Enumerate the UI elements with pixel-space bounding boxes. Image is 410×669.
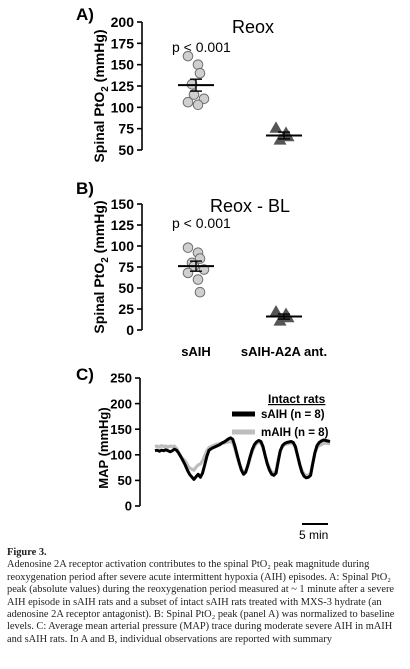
panel-b-point-sAIH-7 [192, 274, 204, 285]
panel-a-point-sAIH-4 [188, 89, 200, 100]
figure: A) Reox p < 0.001 Spinal PtO2 (mmHg) 50 7… [76, 5, 331, 542]
panel-a-title: Reox [232, 17, 274, 37]
panel-b-point-sAIH-8 [194, 286, 206, 298]
figure-caption: Figure 3. Adenosine 2A receptor activati… [7, 547, 405, 646]
panel-c-tick-label-2: 100 [110, 447, 132, 462]
panel-a-point-sAIH-2 [194, 67, 206, 79]
panel-b-y-axis: 0 25 50 75 100 125 150 [111, 196, 143, 338]
legend-entry-mAIH: mAIH (n = 8) [261, 427, 329, 439]
panel-a-tick-label-2: 100 [111, 99, 135, 115]
panel-c-tick-label-4: 200 [110, 396, 132, 411]
panel-b-tick-label-3: 75 [118, 259, 134, 275]
panel-b-point-sAIH-6 [182, 267, 194, 279]
panel-a-tick-label-0: 50 [118, 142, 134, 158]
panel-a-point-sAIH-0 [182, 50, 194, 62]
panel-c-y-axis: 0 50 100 150 200 250 [110, 371, 141, 514]
caption-heading: Figure 3. [7, 547, 47, 558]
panel-c-traces [154, 436, 331, 481]
panel-a-tick-label-4: 150 [111, 57, 135, 73]
panel-a-ylabel: Spinal PtO2 (mmHg) [91, 29, 111, 162]
panel-b-chart: B) Reox - BL p < 0.001 Spinal PtO2 (mmHg… [76, 179, 327, 359]
panel-b-ylabel: Spinal PtO2 (mmHg) [91, 200, 111, 333]
panel-b-label: B) [76, 179, 94, 198]
panel-c-tick-label-1: 50 [118, 473, 132, 488]
panel-a-point-A2A-0 [269, 121, 283, 133]
legend-title: Intact rats [268, 392, 326, 406]
x-category-sAIH: sAIH [181, 344, 211, 359]
panel-a-point-sAIH-6 [182, 96, 194, 108]
panel-b-point-sAIH-0 [182, 242, 194, 253]
panel-c-label: C) [76, 365, 94, 384]
panel-b-pvalue: p < 0.001 [172, 215, 231, 231]
panel-b-tick-label-6: 150 [111, 196, 135, 212]
panel-c-chart: C) MAP (mmHg) 0 50 100 150 200 250 Intact rat… [76, 365, 331, 542]
panel-b-point-A2A-3 [273, 314, 287, 326]
panel-a-label: A) [76, 5, 94, 24]
panel-b-tick-label-2: 50 [118, 280, 134, 296]
panel-a-tick-label-1: 75 [118, 121, 134, 137]
legend-entry-sAIH: sAIH (n = 8) [261, 409, 325, 421]
panel-b-tick-label-1: 25 [118, 301, 134, 317]
panel-a-point-sAIH-1 [192, 59, 204, 70]
caption-body: Adenosine 2A receptor activation contrib… [7, 559, 395, 645]
panel-a-chart: A) Reox p < 0.001 Spinal PtO2 (mmHg) 50 7… [76, 5, 302, 163]
time-scale-bar-label: 5 min [299, 528, 328, 542]
panel-b-points [178, 242, 302, 326]
trace-sAIH [154, 436, 331, 481]
panel-c-tick-label-3: 150 [110, 422, 132, 437]
panel-b-title: Reox - BL [210, 196, 290, 216]
panel-b-tick-label-5: 125 [111, 217, 135, 233]
panel-a-point-sAIH-7 [192, 99, 204, 111]
x-category-sAIH-A2A: sAIH-A2A ant. [241, 344, 327, 359]
panel-c-tick-label-5: 250 [110, 371, 132, 386]
panel-a-tick-label-5: 175 [111, 35, 135, 51]
panel-a-pvalue: p < 0.001 [172, 39, 231, 55]
panel-a-y-axis: 50 75 100 125 150 175 200 [111, 14, 143, 158]
panel-a-tick-label-3: 125 [111, 78, 135, 94]
panel-c-ylabel: MAP (mmHg) [96, 407, 111, 488]
panel-c-tick-label-0: 0 [125, 499, 132, 514]
panel-b-tick-label-4: 100 [111, 238, 135, 254]
panel-a-tick-label-6: 200 [111, 14, 135, 30]
panel-a-points [178, 50, 302, 145]
panel-b-tick-label-0: 0 [126, 322, 134, 338]
